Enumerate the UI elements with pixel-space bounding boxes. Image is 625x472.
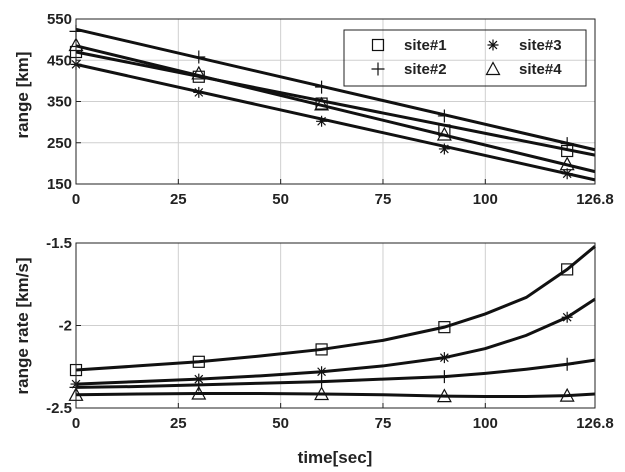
data-point-site1 xyxy=(438,124,451,137)
series-line-site2 xyxy=(75,358,596,389)
data-point-site4 xyxy=(191,65,207,80)
x-tick-label: 100 xyxy=(473,415,498,432)
data-point-site2 xyxy=(192,50,206,64)
legend-label: site#2 xyxy=(404,61,447,78)
series-line-site1 xyxy=(75,50,596,157)
time-x-axis-label: time[sec] xyxy=(298,448,373,467)
x-tick-label: 25 xyxy=(170,415,187,432)
data-point-site4 xyxy=(559,156,575,171)
legend-marker-site3 xyxy=(487,39,499,51)
x-tick-label: 0 xyxy=(72,415,80,432)
legend-item-site2: site#2 xyxy=(371,61,447,78)
legend-items: site#1 site#2 site#3 site#4 xyxy=(371,37,562,78)
data-point-site1 xyxy=(438,321,451,334)
range-curves xyxy=(75,27,596,182)
data-point-site3 xyxy=(193,86,205,98)
data-point-site4 xyxy=(436,388,452,403)
data-point-site2 xyxy=(437,109,451,123)
series-line-site3 xyxy=(75,297,596,386)
series-line-site4 xyxy=(75,44,596,174)
data-point-site1 xyxy=(561,263,574,276)
range-chart: 0 25 50 75 100 126.8 150 250 350 450 550 range [km… xyxy=(13,11,614,208)
legend-item-site1: site#1 xyxy=(371,37,447,54)
y-tick-label: -2.5 xyxy=(46,400,72,417)
x-tick-label: 126.8 xyxy=(576,191,614,208)
legend-marker-site1 xyxy=(371,38,385,52)
legend-item-site4: site#4 xyxy=(485,61,562,78)
range-rate-y-axis-label: range rate [km/s] xyxy=(13,258,32,395)
range-grid xyxy=(75,18,596,185)
series-line-site1 xyxy=(75,245,596,372)
range-rate-chart: 0 25 50 75 100 126.8 -2.5 -2 -1.5 range rate [km… xyxy=(13,235,614,467)
data-point-site3 xyxy=(316,366,328,378)
data-point-site3 xyxy=(561,311,573,323)
legend-label: site#4 xyxy=(519,61,562,78)
legend: site#1 site#2 site#3 site#4 xyxy=(343,29,587,87)
legend-box xyxy=(343,29,587,87)
y-tick-label: -2 xyxy=(59,318,72,335)
y-tick-label: 250 xyxy=(47,135,72,152)
legend-marker-site2 xyxy=(371,62,385,76)
y-tick-label: 550 xyxy=(47,11,72,28)
x-tick-label: 50 xyxy=(272,415,289,432)
x-tick-label: 126.8 xyxy=(576,415,614,432)
data-point-site2 xyxy=(315,375,329,389)
legend-label: site#1 xyxy=(404,37,447,54)
range-rate-curves xyxy=(75,245,596,398)
data-point-site4 xyxy=(314,96,330,111)
data-point-site4 xyxy=(559,387,575,402)
legend-label: site#3 xyxy=(519,37,562,54)
data-point-site3 xyxy=(561,168,573,180)
data-point-site2 xyxy=(192,378,206,392)
data-point-site4 xyxy=(314,386,330,401)
range-rate-axes: 0 25 50 75 100 126.8 -2.5 -2 -1.5 xyxy=(46,235,614,432)
data-point-site2 xyxy=(315,80,329,94)
y-tick-label: 450 xyxy=(47,52,72,69)
x-tick-label: 100 xyxy=(473,191,498,208)
range-axes: 0 25 50 75 100 126.8 150 250 350 450 550 xyxy=(47,11,614,208)
data-point-site3 xyxy=(316,115,328,127)
data-point-site3 xyxy=(438,352,450,364)
data-point-site2 xyxy=(437,370,451,384)
series-line-site4 xyxy=(75,391,596,398)
legend-item-site3: site#3 xyxy=(487,37,562,54)
y-tick-label: 350 xyxy=(47,94,72,111)
y-tick-label: 150 xyxy=(47,176,72,193)
x-tick-label: 0 xyxy=(72,191,80,208)
data-point-site4 xyxy=(191,385,207,400)
y-tick-label: -1.5 xyxy=(46,235,72,252)
range-y-axis-label: range [km] xyxy=(13,52,32,139)
data-point-site4 xyxy=(436,126,452,141)
x-tick-label: 50 xyxy=(272,191,289,208)
series-line-site3 xyxy=(75,62,596,182)
x-tick-label: 75 xyxy=(375,191,392,208)
x-tick-label: 25 xyxy=(170,191,187,208)
range-markers xyxy=(68,24,575,180)
data-point-site2 xyxy=(560,357,574,371)
series-line-site2 xyxy=(75,27,596,152)
data-point-site2 xyxy=(560,137,574,151)
data-point-site1 xyxy=(315,343,328,356)
x-tick-label: 75 xyxy=(375,415,392,432)
data-point-site1 xyxy=(192,355,205,368)
legend-marker-site4 xyxy=(485,61,501,76)
range-rate-grid xyxy=(75,242,596,409)
data-point-site3 xyxy=(438,143,450,155)
